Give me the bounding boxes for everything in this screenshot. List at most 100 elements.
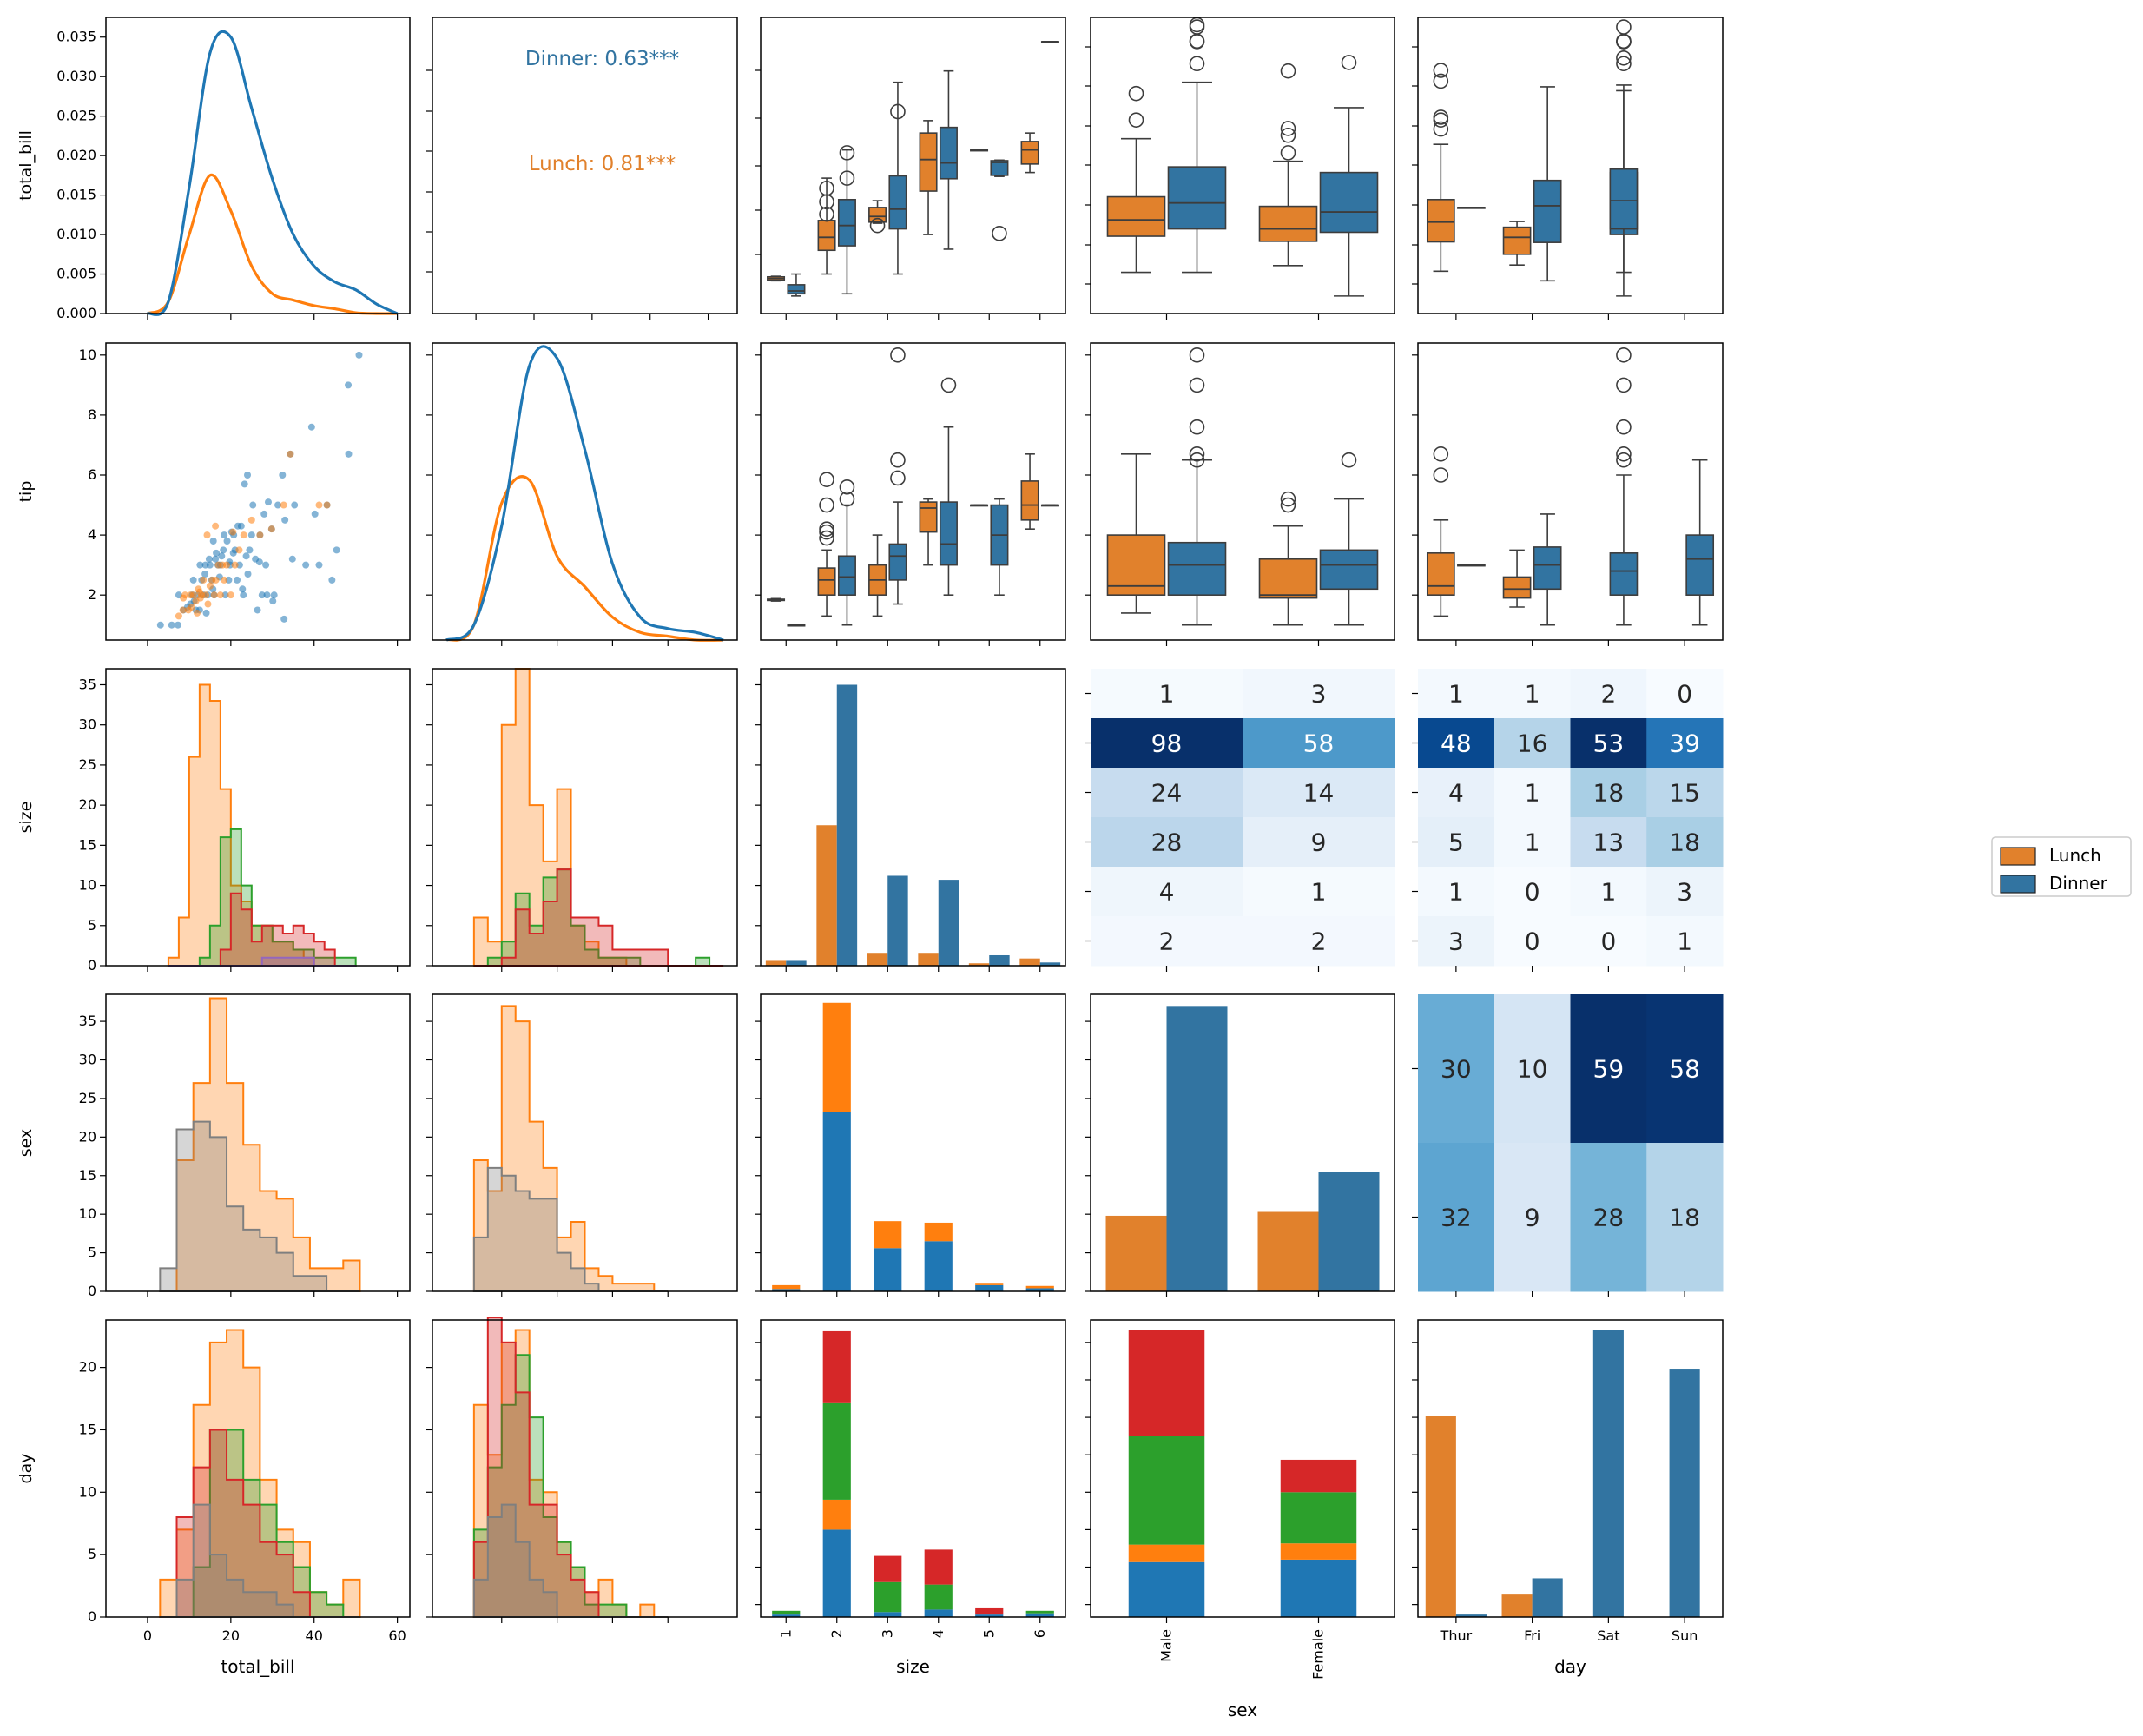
outlier [1280, 497, 1296, 513]
outlier [869, 217, 886, 234]
scatter-point-dinner [280, 615, 288, 623]
panel-stack-sex-size [760, 993, 1066, 1292]
outlier [1433, 63, 1449, 78]
scatter-point-dinner [269, 597, 277, 605]
panel-box-tip-size [760, 342, 1066, 641]
stack-sex-size-5-blue [975, 1284, 1004, 1291]
panel-hist-tip-size [432, 668, 738, 967]
heat-size-day-cell-value: 53 [1593, 729, 1625, 758]
outlier [1280, 63, 1296, 79]
scatter-point-dinner [288, 555, 296, 563]
outlier [940, 377, 957, 393]
heat-size-sex-cell-value: 2 [1159, 927, 1175, 956]
heat-sex-day-cell-value: 32 [1441, 1204, 1472, 1232]
heat-size-day-cell [1418, 669, 1495, 719]
outlier [1433, 112, 1449, 129]
heat-size-sex-cell-value: 1 [1159, 680, 1175, 709]
scatter-point-lunch [179, 606, 187, 614]
y-tip-tick-label: 6 [88, 466, 96, 483]
scatter-point-lunch [188, 604, 195, 611]
tb-day-box-Thur-lunch [1426, 63, 1455, 273]
outlier [819, 497, 834, 513]
scatter-point-dinner [201, 571, 209, 578]
stack-day-size-4-green [924, 1584, 953, 1610]
x-size-tick-label: 1 [777, 1629, 794, 1638]
stack-day-sex-Male-red [1128, 1330, 1205, 1436]
scatter-point-dinner [244, 472, 252, 479]
heat-size-day-cell [1494, 768, 1571, 818]
outlier [890, 347, 906, 363]
heat-size-sex-cell-value: 9 [1311, 828, 1327, 857]
scatter-point-lunch [227, 591, 234, 599]
panel-corr-annotation [432, 17, 738, 314]
scatter-point-lunch [189, 591, 197, 599]
outlier [839, 491, 855, 507]
heat-size-sex-cell-value: 14 [1303, 779, 1335, 808]
scatter-point-lunch [287, 450, 294, 458]
col-label-day: day [1554, 1656, 1586, 1677]
outlier [819, 530, 834, 546]
bar-size-3-lunch [867, 953, 888, 966]
x-total_bill-tick-label: 40 [306, 1627, 323, 1644]
heat-sex-day-cell-value: 10 [1517, 1055, 1548, 1084]
tip-size-box-6-dinner [1040, 504, 1059, 507]
y-total_bill-tick-label: 0.010 [56, 226, 96, 242]
outlier [890, 103, 906, 120]
heat-sex-day-cell-value: 9 [1525, 1204, 1540, 1232]
heat-sex-day-cell [1418, 994, 1495, 1144]
heat-sex-day-cell-value: 18 [1669, 1204, 1700, 1232]
box [1609, 552, 1639, 596]
heat-size-day-cell [1418, 768, 1495, 818]
stack-day-size-2-green [822, 1402, 851, 1500]
outlier [839, 145, 855, 161]
scatter-point-dinner [264, 498, 272, 506]
row-label-sex: sex [16, 1129, 36, 1158]
y-size-tick-label: 20 [79, 796, 96, 813]
stack-day-size-5-blue [975, 1614, 1004, 1617]
outlier [1341, 452, 1357, 468]
heat-size-sex-cell [1243, 867, 1395, 917]
outlier [819, 472, 834, 487]
panel-hist-total_bill-sex [105, 993, 411, 1292]
scatter-point-dinner [234, 522, 241, 530]
box [1426, 198, 1455, 243]
heat-size-day-cell-value: 5 [1448, 828, 1464, 857]
heat-size-day-cell-value: 0 [1525, 927, 1540, 956]
x-size-tick-label: 4 [930, 1629, 946, 1638]
heat-size-day-cell [1646, 718, 1724, 769]
y-sex-tick-label: 0 [88, 1283, 96, 1299]
bar-size-1-dinner [786, 960, 807, 966]
scatter-point-lunch [194, 609, 201, 617]
stack-sex-size-4-orange [924, 1222, 953, 1242]
hist-sex-blue [159, 1120, 360, 1292]
outlier [1280, 145, 1296, 161]
heat-size-day-cell-value: 0 [1677, 680, 1692, 709]
y-day-tick-label: 10 [79, 1483, 96, 1500]
scatter-point-lunch [203, 531, 211, 539]
tb-sex-box-Female-dinner [1319, 55, 1379, 297]
scatter-point-lunch [216, 591, 224, 599]
bar-size-6-lunch [1019, 958, 1040, 966]
y-day-tick-label: 5 [88, 1546, 96, 1562]
scatter-point-dinner [345, 381, 353, 389]
bar-size-3-dinner [887, 875, 908, 966]
tb-day-box-Fri-lunch [1502, 221, 1532, 266]
scatter-point-lunch [212, 522, 220, 530]
heat-size-day-cell-value: 3 [1448, 927, 1464, 956]
outlier [819, 524, 834, 540]
outlier [1616, 419, 1632, 435]
scatter-point-lunch [181, 591, 189, 599]
heat-size-day-cell [1570, 867, 1647, 917]
stack-day-sex-Female-blue [1280, 1559, 1357, 1617]
heat-size-day-cell [1494, 817, 1571, 868]
panel-stack-day-size [760, 1319, 1066, 1618]
outlier [1433, 467, 1449, 483]
y-size-tick-label: 15 [79, 836, 96, 853]
scatter-point-dinner [223, 538, 231, 545]
box [1106, 195, 1166, 237]
y-size-tick-label: 25 [79, 756, 96, 773]
y-size-tick-label: 30 [79, 716, 96, 733]
heat-size-sex-cell-value: 2 [1311, 927, 1327, 956]
box [888, 175, 907, 230]
hist-size2 [167, 683, 356, 967]
